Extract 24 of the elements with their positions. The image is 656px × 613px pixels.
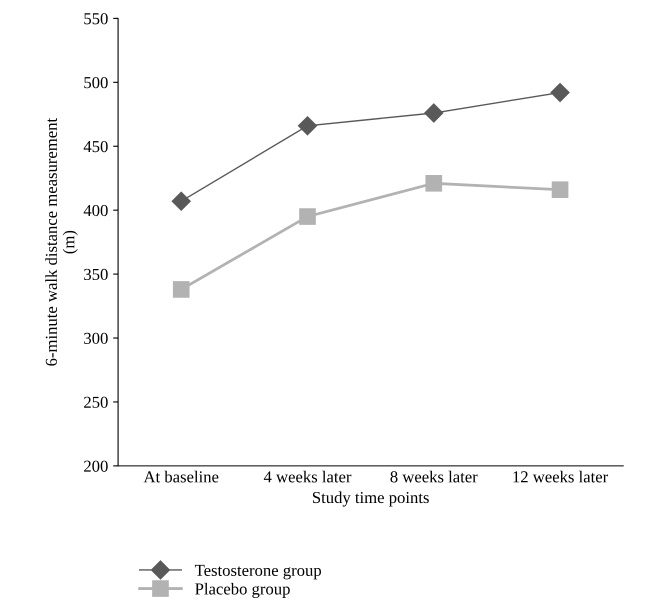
x-tick-label: 4 weeks later bbox=[264, 470, 352, 482]
point bbox=[299, 208, 316, 225]
x-tick-label: 12 weeks later bbox=[513, 470, 608, 482]
y-tick-label: 200 bbox=[84, 460, 108, 472]
point bbox=[172, 281, 190, 298]
y-tick-label: 250 bbox=[84, 396, 108, 408]
point bbox=[424, 103, 444, 123]
y-tick-label: 300 bbox=[84, 332, 108, 344]
y-tick-label: 500 bbox=[84, 77, 108, 88]
x-tick-label: 8 weeks later bbox=[390, 470, 478, 482]
y-axis-title: 6-minute walk distance measurement (m) bbox=[45, 118, 78, 366]
point bbox=[552, 181, 568, 198]
point bbox=[425, 174, 442, 192]
y-tick-label: 350 bbox=[84, 268, 108, 280]
point bbox=[550, 83, 570, 102]
y-tick-label: 550 bbox=[84, 13, 108, 24]
point bbox=[298, 116, 318, 136]
x-axis-title: Study time points bbox=[312, 491, 429, 507]
y-tick-label: 400 bbox=[84, 204, 108, 216]
x-tick-label: At baseline bbox=[144, 470, 218, 482]
legend-label: Testosterone group bbox=[194, 564, 322, 580]
y-tick-label: 450 bbox=[84, 140, 108, 152]
legend-label: Placebo group bbox=[195, 582, 290, 598]
point bbox=[172, 192, 191, 211]
